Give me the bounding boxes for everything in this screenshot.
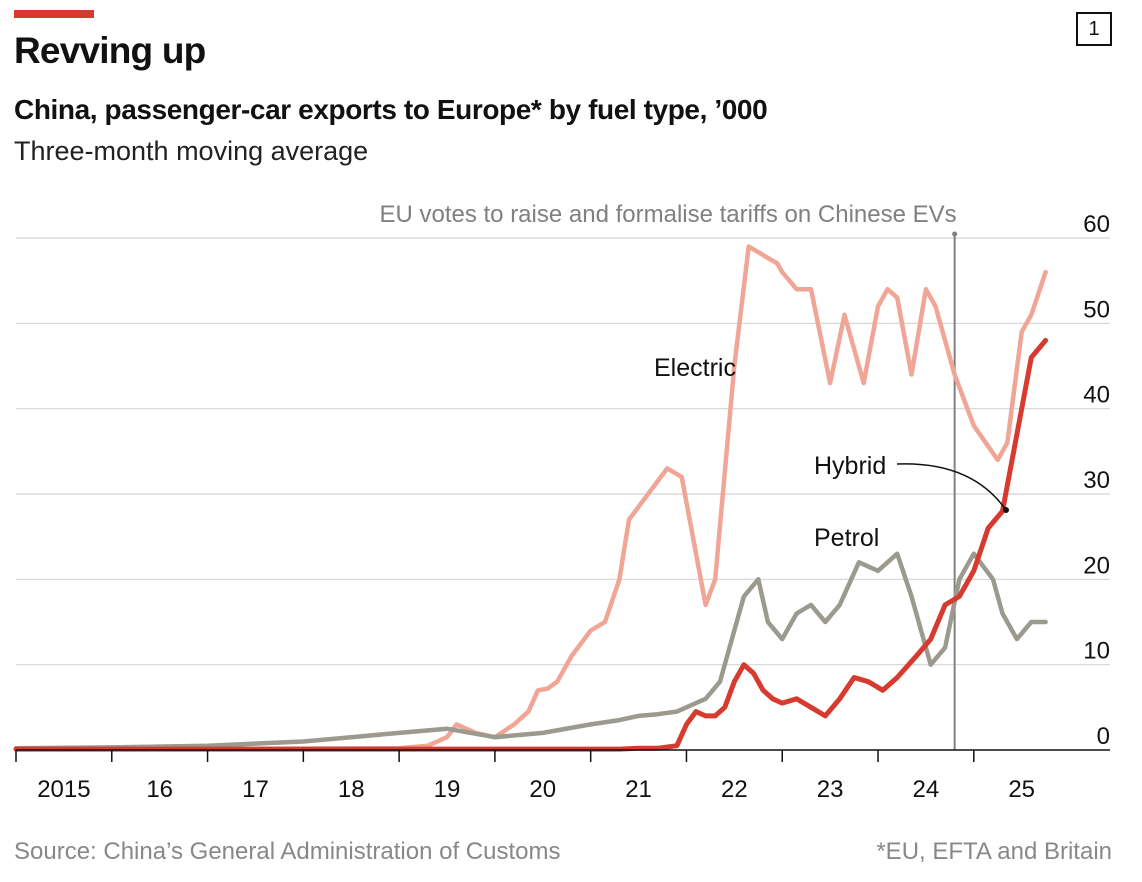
x-tick-label-17: 17 bbox=[242, 776, 269, 803]
tariff-annotation: EU votes to raise and formalise tariffs … bbox=[379, 201, 958, 750]
series-line-electric bbox=[13, 244, 1048, 752]
chart-subtitle-note: Three-month moving average bbox=[14, 136, 369, 166]
y-tick-label-0: 0 bbox=[1097, 723, 1110, 750]
source-note: Source: China’s General Administration o… bbox=[14, 838, 561, 865]
gridlines bbox=[16, 237, 1110, 666]
series-lines bbox=[13, 244, 1049, 752]
series-label-petrol: Petrol bbox=[814, 524, 879, 552]
tariff-vote-label: EU votes to raise and formalise tariffs … bbox=[379, 201, 956, 228]
series-label-hybrid: Hybrid bbox=[814, 452, 886, 480]
x-tick-label-24: 24 bbox=[913, 776, 940, 803]
series-label-electric: Electric bbox=[654, 354, 736, 382]
figure-number-badge: 1 bbox=[1076, 12, 1112, 46]
footnote: *EU, EFTA and Britain bbox=[876, 838, 1112, 865]
hybrid-leader-dot bbox=[1003, 507, 1009, 513]
x-tick-label-23: 23 bbox=[817, 776, 844, 803]
y-tick-label-10: 10 bbox=[1083, 638, 1110, 665]
chart-subtitle: China, passenger-car exports to Europe* … bbox=[14, 94, 768, 125]
series-labels: Electric Hybrid Petrol bbox=[654, 354, 1009, 552]
line-chart: EU votes to raise and formalise tariffs … bbox=[13, 201, 1110, 803]
x-tick-label-19: 19 bbox=[434, 776, 461, 803]
x-tick-label-20: 20 bbox=[529, 776, 556, 803]
axes: 0 10 20 30 40 50 60 2015 16 17 18 19 20 21 22 23 24 25 bbox=[15, 211, 1110, 803]
series-line-petrol bbox=[13, 551, 1048, 751]
x-tick-label-18: 18 bbox=[338, 776, 365, 803]
series-line-hybrid bbox=[13, 337, 1049, 752]
x-tick-label-16: 16 bbox=[146, 776, 173, 803]
y-tick-label-60: 60 bbox=[1083, 211, 1110, 238]
tariff-vote-dot bbox=[952, 231, 958, 237]
y-tick-label-30: 30 bbox=[1083, 467, 1110, 494]
chart-title: Revving up bbox=[14, 30, 206, 71]
x-tick-label-25: 25 bbox=[1008, 776, 1035, 803]
accent-bar bbox=[14, 10, 94, 18]
x-tick-label-2015: 2015 bbox=[37, 776, 90, 803]
y-tick-label-50: 50 bbox=[1083, 296, 1110, 323]
x-tick-label-22: 22 bbox=[721, 776, 748, 803]
x-tick-label-21: 21 bbox=[625, 776, 652, 803]
y-tick-label-20: 20 bbox=[1083, 552, 1110, 579]
y-tick-label-40: 40 bbox=[1083, 382, 1110, 409]
hybrid-leader-line bbox=[896, 463, 1007, 511]
